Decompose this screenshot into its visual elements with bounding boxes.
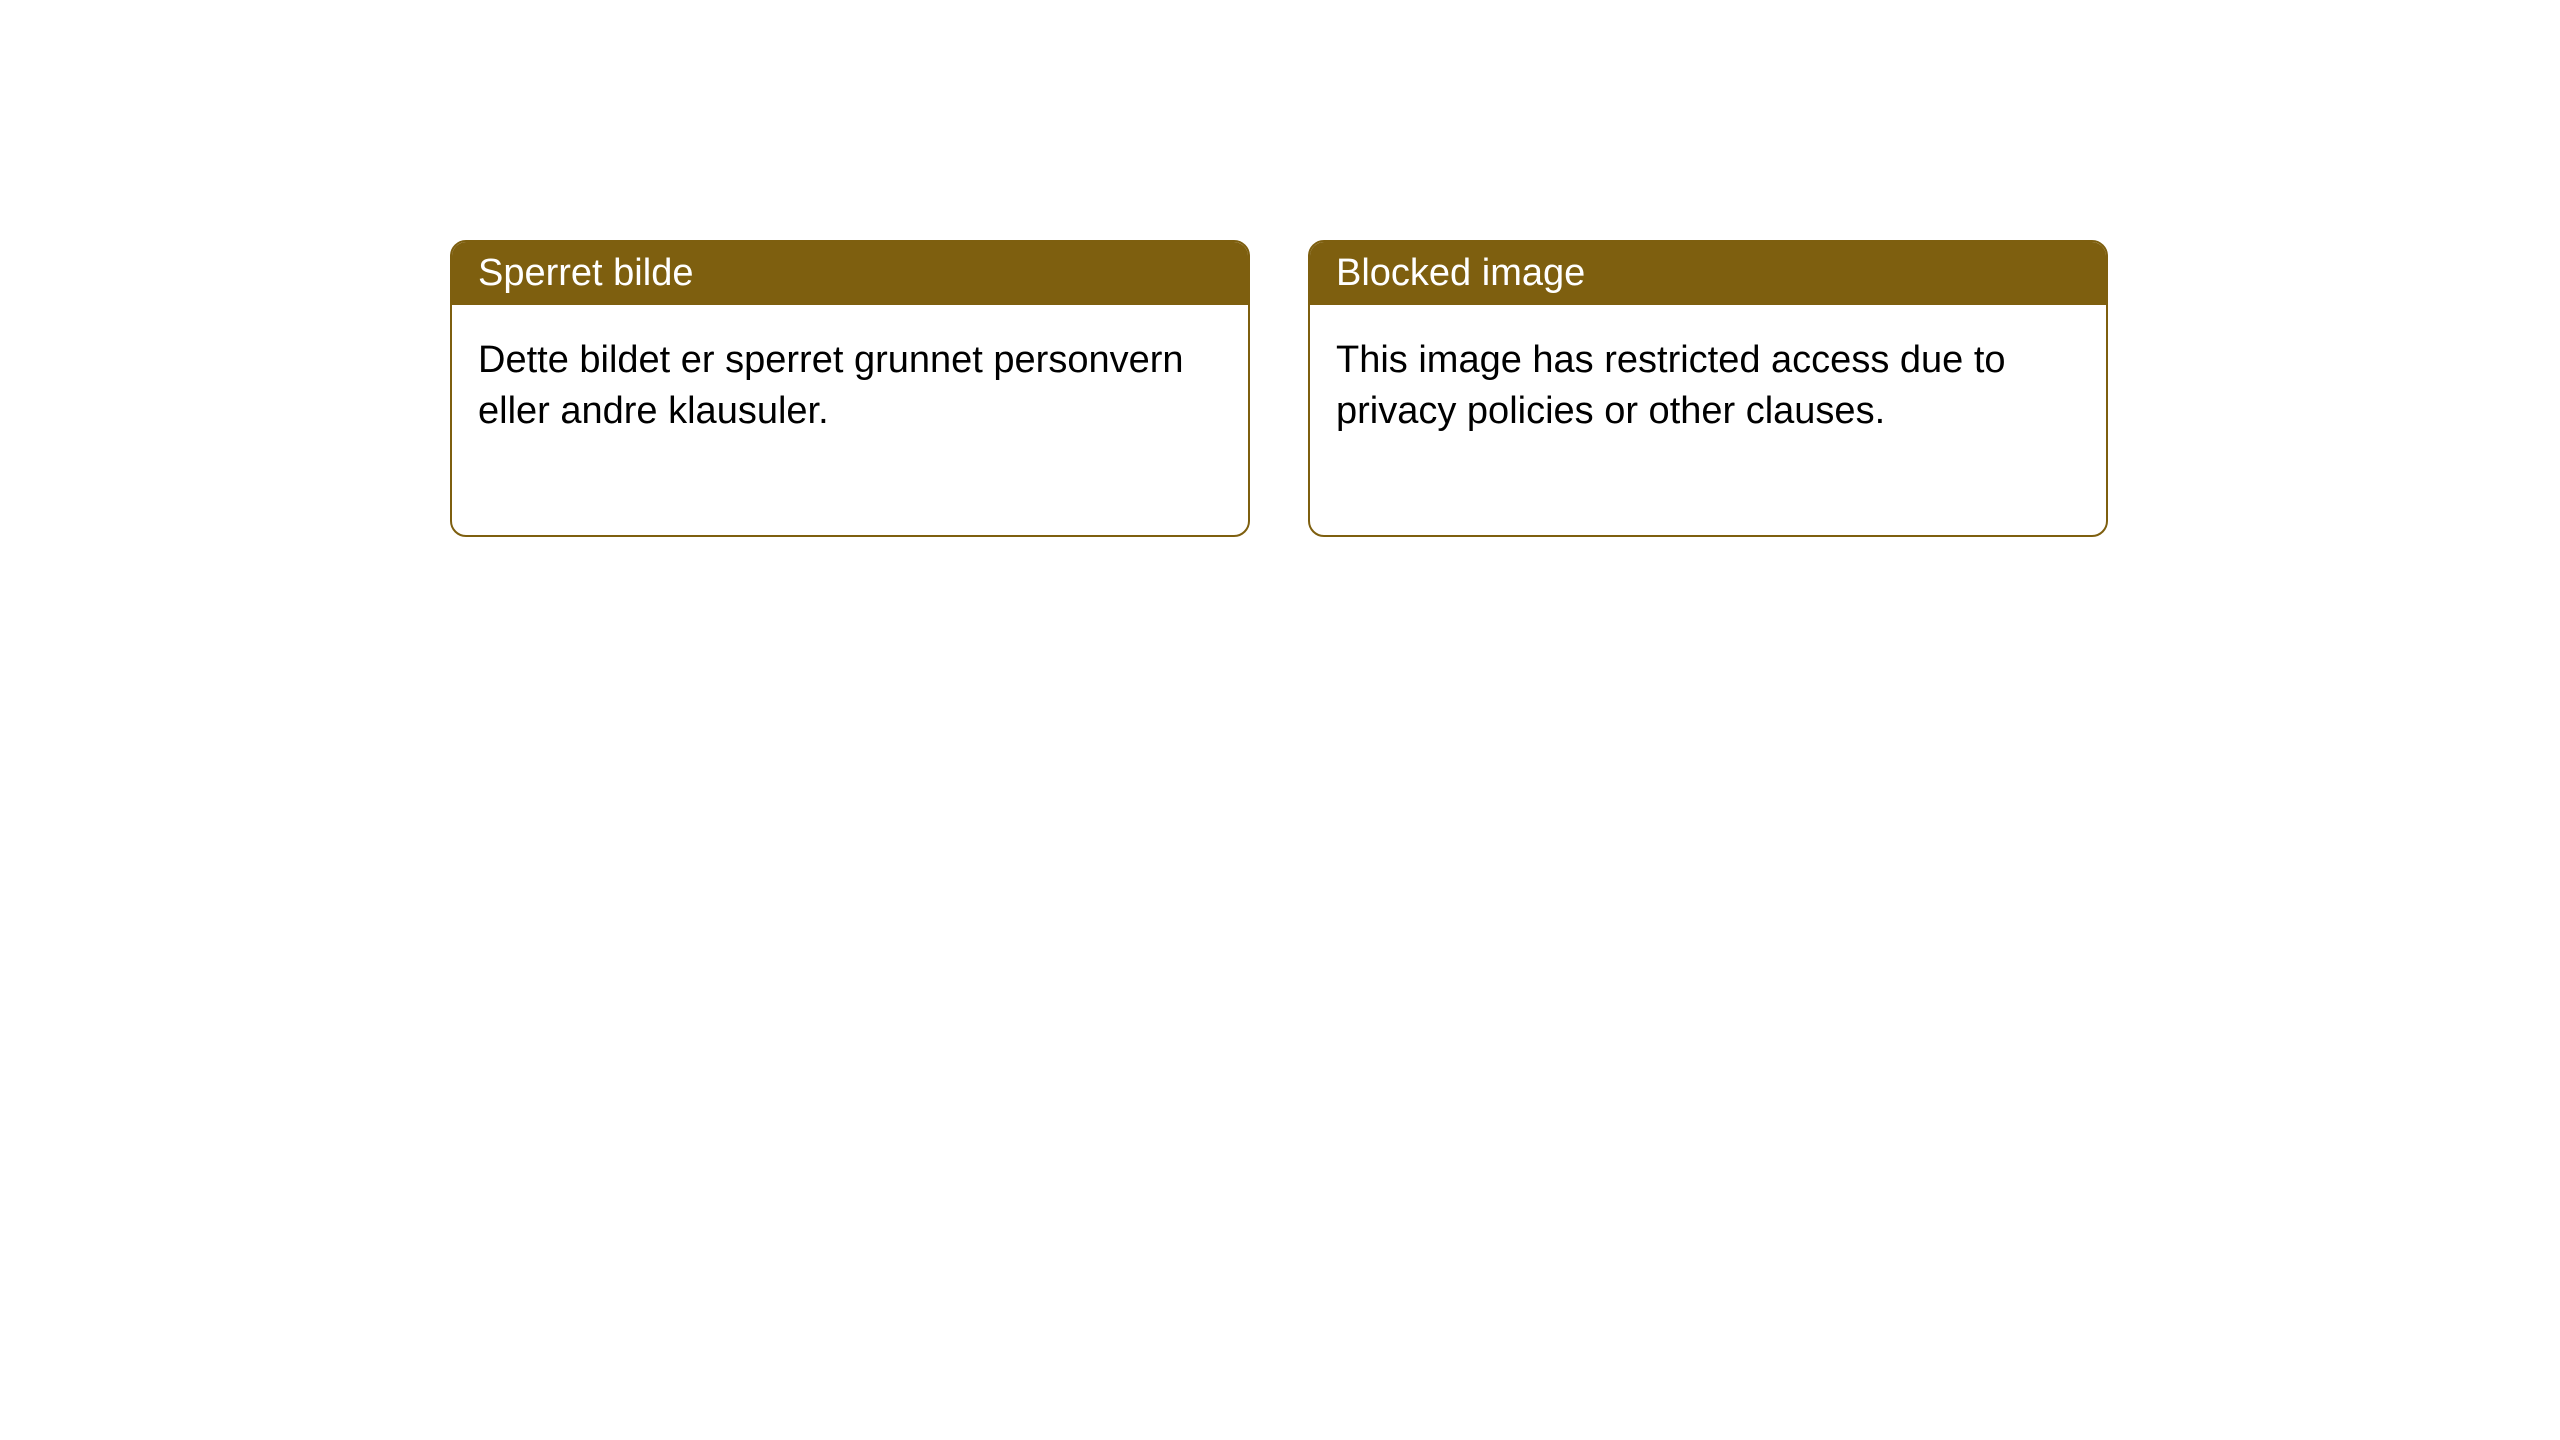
notice-card-title: Blocked image <box>1310 242 2106 305</box>
notice-card-body: This image has restricted access due to … <box>1310 305 2106 535</box>
notice-card-english: Blocked image This image has restricted … <box>1308 240 2108 537</box>
notice-container: Sperret bilde Dette bildet er sperret gr… <box>450 240 2108 537</box>
notice-card-title: Sperret bilde <box>452 242 1248 305</box>
notice-card-norwegian: Sperret bilde Dette bildet er sperret gr… <box>450 240 1250 537</box>
notice-card-body: Dette bildet er sperret grunnet personve… <box>452 305 1248 535</box>
